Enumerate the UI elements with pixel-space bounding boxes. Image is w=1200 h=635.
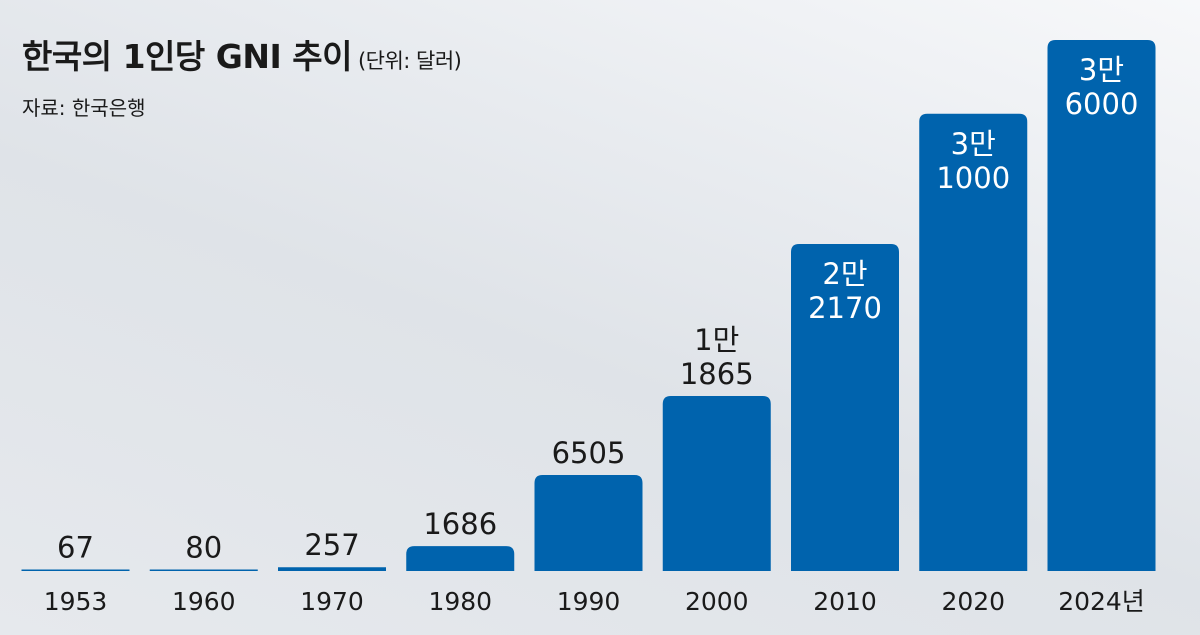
value-label-1953: 67 xyxy=(57,531,94,565)
year-label-1960: 1960 xyxy=(172,587,236,616)
year-label-1980: 1980 xyxy=(428,587,492,616)
value-label-1970: 257 xyxy=(304,528,359,562)
bar-2020 xyxy=(919,113,1028,571)
title-block: 한국의 1인당 GNI 추이 (단위: 달러) 자료: 한국은행 xyxy=(22,30,462,121)
year-label-1970: 1970 xyxy=(300,587,364,616)
chart-title-text: 한국의 1인당 GNI 추이 xyxy=(22,37,352,76)
bar-1990 xyxy=(534,475,643,571)
year-label-2020: 2020 xyxy=(941,587,1005,616)
year-label-1953: 1953 xyxy=(44,587,108,616)
bar-1953 xyxy=(21,569,130,571)
bar-1980 xyxy=(406,546,515,571)
value-label-2020-line1: 3만 xyxy=(951,127,996,161)
year-label-2010: 2010 xyxy=(813,587,877,616)
year-label-2000: 2000 xyxy=(685,587,749,616)
year-label-1990: 1990 xyxy=(557,587,621,616)
bar-2024년 xyxy=(1047,40,1156,571)
bar-2010 xyxy=(791,243,899,571)
value-label-2000-line1: 1만 xyxy=(694,323,739,357)
value-label-2024년-line1: 3만 xyxy=(1079,53,1124,87)
chart-title: 한국의 1인당 GNI 추이 (단위: 달러) xyxy=(22,30,462,78)
value-label-2000-line2: 1865 xyxy=(680,357,754,391)
value-label-2024년-line2: 6000 xyxy=(1065,87,1139,121)
value-label-1960: 80 xyxy=(185,531,222,565)
value-label-2010-line1: 2만 xyxy=(822,257,867,291)
bar-2000 xyxy=(662,395,771,571)
value-label-1980: 1686 xyxy=(423,507,497,541)
bar-1970 xyxy=(278,567,386,571)
year-label-2024년: 2024년 xyxy=(1058,587,1145,616)
source-label: 자료: 한국은행 xyxy=(22,96,146,120)
value-label-2020-line2: 1000 xyxy=(936,161,1010,195)
bar-1960 xyxy=(149,569,258,571)
value-label-2010-line2: 2170 xyxy=(808,291,882,325)
value-label-1990: 6505 xyxy=(552,436,626,470)
unit-label: (단위: 달러) xyxy=(357,49,462,73)
